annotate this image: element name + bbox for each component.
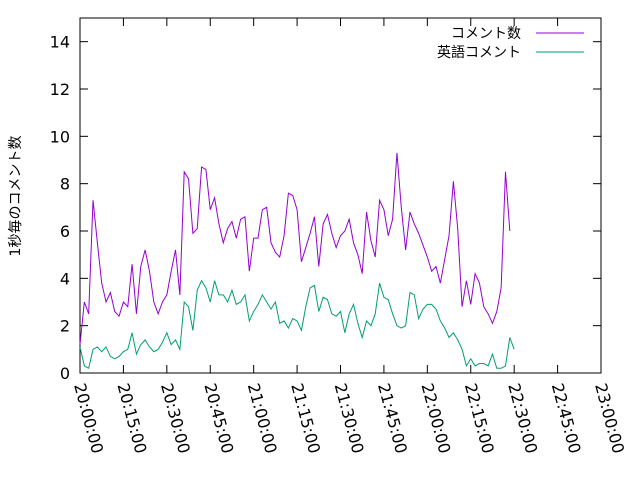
- x-tick-label: 22:45:00: [548, 381, 585, 455]
- y-axis-ticks: 0 2 4 6 8 10 12 14: [50, 33, 601, 383]
- x-tick-label: 20:15:00: [114, 381, 151, 455]
- x-tick-label: 22:00:00: [417, 381, 454, 455]
- x-tick-label: 20:00:00: [70, 381, 107, 455]
- legend-label: 英語コメント: [437, 44, 521, 61]
- y-tick-label: 6: [60, 222, 70, 241]
- series-line-1: [79, 279, 515, 370]
- series-line-0: [79, 152, 511, 345]
- y-tick-label: 10: [50, 127, 70, 146]
- x-tick-label: 21:15:00: [287, 381, 324, 455]
- x-tick-label: 20:30:00: [157, 381, 194, 455]
- y-tick-label: 12: [50, 80, 70, 99]
- x-tick-label: 21:30:00: [331, 381, 368, 455]
- series-lines: [79, 152, 515, 370]
- y-axis-label: 1秒毎のコメント数: [8, 136, 24, 257]
- y-tick-label: 2: [60, 317, 70, 336]
- y-tick-label: 14: [50, 33, 70, 52]
- x-tick-label: 23:00:00: [591, 381, 628, 455]
- legend-label: コメント数: [451, 26, 521, 42]
- x-axis-ticks: 20:00:00 20:15:00 20:30:00 20:45:00 21:00:00…: [70, 18, 628, 455]
- x-tick-label: 22:15:00: [461, 381, 498, 455]
- plot-frame: [79, 17, 602, 374]
- x-tick-label: 21:00:00: [244, 381, 281, 455]
- x-tick-label: 22:30:00: [504, 381, 541, 455]
- y-tick-label: 8: [60, 175, 70, 194]
- y-tick-label: 4: [60, 269, 70, 288]
- x-tick-label: 20:45:00: [200, 381, 237, 455]
- x-tick-label: 21:45:00: [374, 381, 411, 455]
- y-tick-label: 0: [60, 364, 70, 383]
